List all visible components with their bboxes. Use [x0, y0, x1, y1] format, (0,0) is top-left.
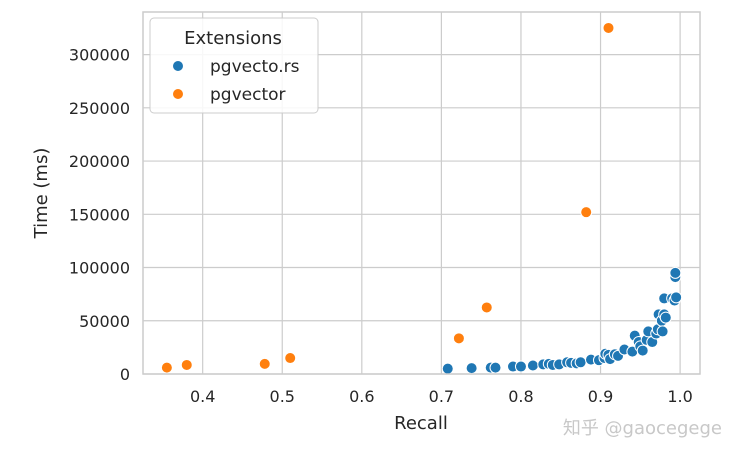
y-axis-label: Time (ms) [31, 148, 52, 240]
point-pgvector [452, 332, 465, 345]
point-pgvecto-rs [574, 356, 587, 369]
point-pgvector [480, 301, 493, 314]
legend-marker-pgvecto-rs [172, 60, 184, 72]
legend-box [149, 17, 319, 114]
point-pgvector [160, 361, 173, 374]
x-tick-label: 1.0 [667, 387, 692, 406]
point-pgvector [580, 206, 593, 219]
point-pgvecto-rs [441, 362, 454, 375]
x-tick-label: 0.7 [429, 387, 454, 406]
x-tick-label: 0.9 [588, 387, 613, 406]
legend-label-pgvector: pgvector [210, 85, 286, 105]
y-tick-label: 150000 [69, 205, 130, 224]
x-tick-label: 0.8 [508, 387, 533, 406]
legend-marker-pgvector [172, 88, 184, 100]
point-pgvecto-rs [514, 360, 527, 373]
point-pgvecto-rs [636, 344, 649, 357]
point-pgvecto-rs [670, 291, 683, 304]
x-tick-label: 0.6 [349, 387, 374, 406]
x-tick-label: 0.5 [270, 387, 295, 406]
plot-border [142, 11, 701, 375]
legend-title: Extensions [184, 28, 282, 49]
y-tick-label: 0 [120, 365, 130, 384]
point-pgvecto-rs [669, 266, 682, 279]
point-pgvecto-rs [656, 325, 669, 338]
y-tick-labels: 0 50000 100000 150000 200000 250000 300000 [69, 46, 130, 384]
watermark: 知乎 @gaocegege [563, 418, 722, 439]
y-tick-label: 50000 [79, 312, 130, 331]
x-axis-label: Recall [394, 413, 448, 434]
plot-frame [142, 11, 701, 375]
legend-label-pgvecto-rs: pgvecto.rs [210, 57, 300, 77]
point-pgvector [258, 357, 271, 370]
data-points [160, 21, 683, 375]
y-tick-label: 100000 [69, 259, 130, 278]
point-pgvecto-rs [489, 361, 502, 374]
legend: Extensions pgvecto.rs pgvector [149, 17, 319, 114]
point-pgvecto-rs [659, 311, 672, 324]
grid [143, 12, 700, 375]
point-pgvector [602, 21, 615, 34]
y-tick-label: 250000 [69, 99, 130, 118]
x-tick-labels: 0.4 0.5 0.6 0.7 0.8 0.9 1.0 [190, 387, 693, 406]
point-pgvector [180, 358, 193, 371]
point-pgvecto-rs [465, 362, 478, 375]
point-pgvector [284, 352, 297, 365]
y-tick-label: 200000 [69, 152, 130, 171]
y-tick-label: 300000 [69, 46, 130, 65]
point-pgvecto-rs [526, 359, 539, 372]
x-tick-label: 0.4 [190, 387, 215, 406]
